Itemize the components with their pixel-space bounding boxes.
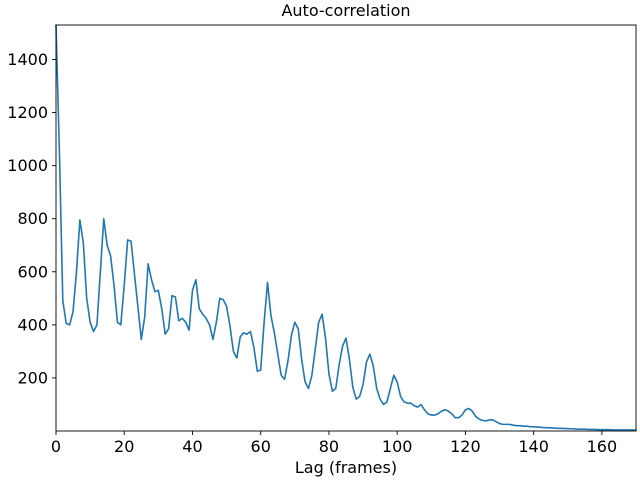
series-line-0 [55, 24, 637, 432]
y-tick-label: 1200 [7, 103, 48, 122]
x-tick-label: 120 [450, 437, 481, 456]
x-tick-label: 140 [518, 437, 549, 456]
plot-frame [55, 24, 637, 432]
x-tick-label: 40 [182, 437, 202, 456]
y-tick-label: 800 [17, 209, 48, 228]
x-tick-label: 160 [587, 437, 618, 456]
x-tick-label: 80 [319, 437, 339, 456]
x-tick-label: 60 [251, 437, 271, 456]
y-tick-label: 400 [17, 315, 48, 334]
y-tick-label: 200 [17, 368, 48, 387]
x-tick-label: 0 [51, 437, 61, 456]
chart-title: Auto-correlation [281, 1, 410, 20]
x-axis-title: Lag (frames) [295, 458, 397, 477]
y-tick-label: 1400 [7, 50, 48, 69]
plot-area: 0 20 40 60 80 100 120 140 160 200 400 600 800 1000 120… [7, 24, 637, 456]
y-tick-label: 600 [17, 262, 48, 281]
x-tick-label: 100 [382, 437, 413, 456]
x-tick-label: 20 [114, 437, 134, 456]
y-tick-label: 1000 [7, 156, 48, 175]
